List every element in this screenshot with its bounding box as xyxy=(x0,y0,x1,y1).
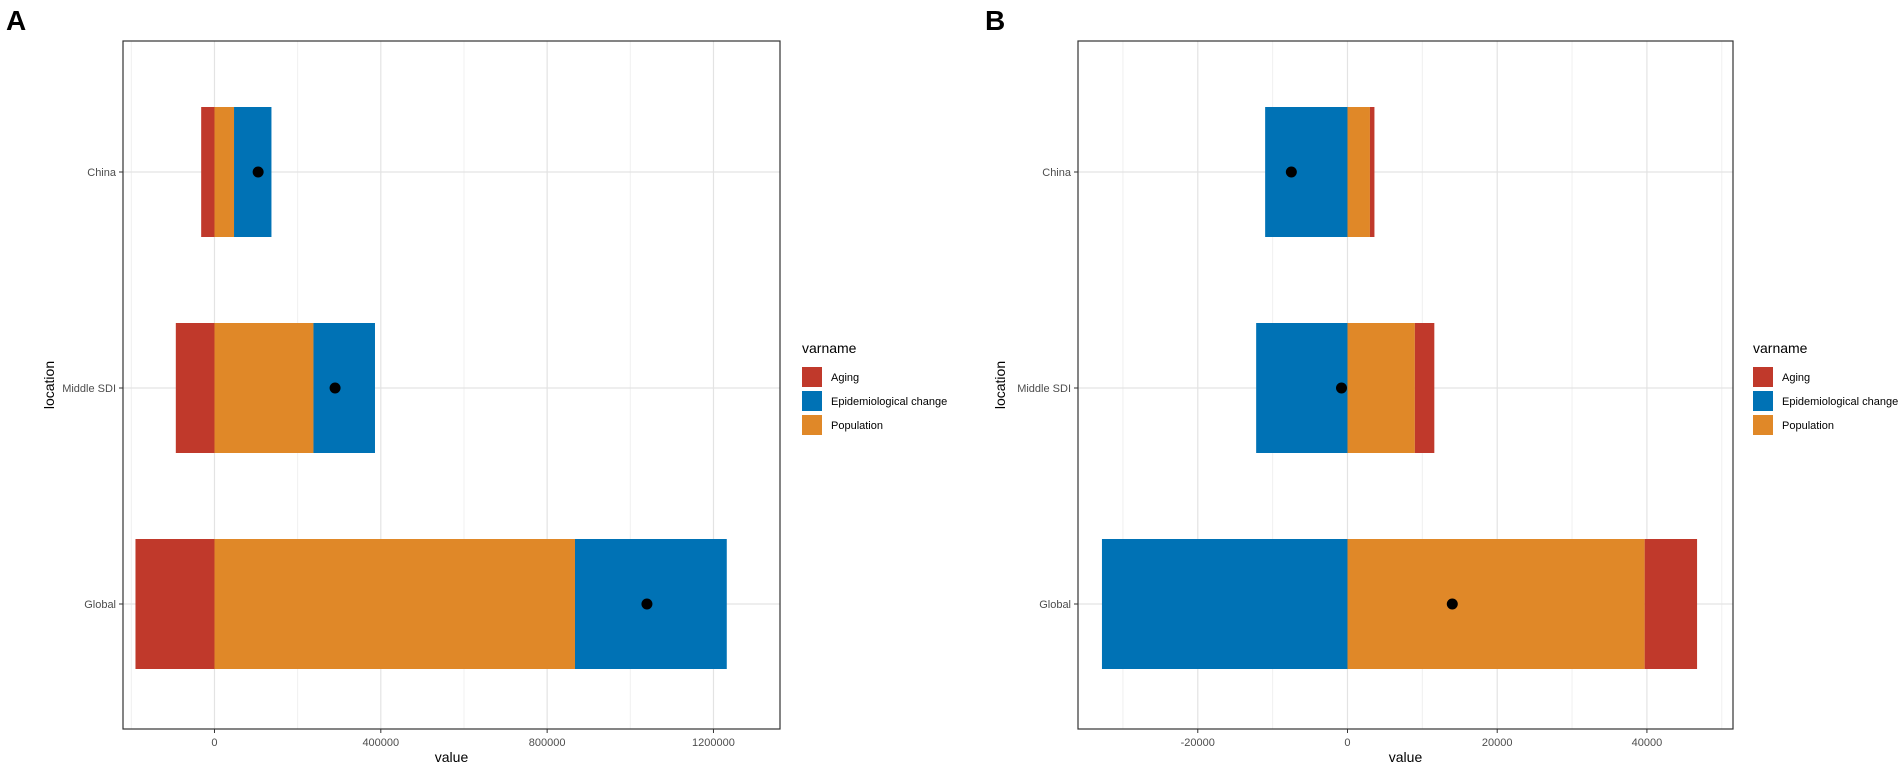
panel-label: B xyxy=(985,5,1005,36)
bar-middle-sdi-epidemiological-change xyxy=(313,323,375,453)
bar-global-aging xyxy=(135,539,215,669)
y-axis: China Middle SDI Global location xyxy=(41,167,123,611)
x-tick-label: -20000 xyxy=(1181,737,1215,749)
legend: varname Aging Epidemiological change Popula… xyxy=(1753,340,1898,435)
bars xyxy=(135,107,727,669)
bar-china-epidemiological-change xyxy=(1265,107,1348,237)
x-tick-label: 20000 xyxy=(1482,737,1513,749)
bar-middle-sdi-aging xyxy=(1414,323,1435,453)
x-axis: -20000 0 20000 40000 value xyxy=(1181,729,1663,765)
legend-title: varname xyxy=(802,340,857,356)
point-middle-sdi xyxy=(329,382,341,394)
point-china xyxy=(1285,166,1297,178)
overall-points xyxy=(1285,166,1458,610)
x-axis-title: value xyxy=(435,749,469,765)
legend-label-aging: Aging xyxy=(831,372,859,384)
x-axis: 0 400000 800000 1200000 value xyxy=(211,729,735,765)
point-china xyxy=(252,166,264,178)
bar-global-population xyxy=(1347,539,1645,669)
plot-border xyxy=(1077,40,1734,730)
bars xyxy=(1101,107,1698,669)
x-axis-title: value xyxy=(1389,749,1423,765)
x-tick-label: 1200000 xyxy=(692,737,735,749)
y-axis: China Middle SDI Global location xyxy=(992,167,1078,611)
x-tick-label: 0 xyxy=(1344,737,1350,749)
legend-label-population: Population xyxy=(1782,420,1834,432)
bar-middle-sdi-population xyxy=(214,323,314,453)
y-tick-label: China xyxy=(87,167,117,179)
legend-swatch-aging xyxy=(802,367,822,387)
legend-label-epidemiological-change: Epidemiological change xyxy=(831,396,947,408)
bar-middle-sdi-population xyxy=(1347,323,1415,453)
bar-china-population xyxy=(1347,107,1370,237)
bar-middle-sdi-aging xyxy=(175,323,215,453)
bar-middle-sdi-epidemiological-change xyxy=(1256,323,1348,453)
x-tick-label: 400000 xyxy=(362,737,399,749)
bar-china-aging xyxy=(1369,107,1375,237)
bar-global-aging xyxy=(1644,539,1698,669)
y-axis-title: location xyxy=(41,361,57,409)
x-tick-label: 40000 xyxy=(1632,737,1663,749)
overall-points xyxy=(252,166,653,610)
legend-label-population: Population xyxy=(831,420,883,432)
point-global xyxy=(1446,598,1458,610)
bar-global-epidemiological-change xyxy=(1101,539,1348,669)
legend-swatch-population xyxy=(1753,415,1773,435)
y-tick-label: China xyxy=(1042,167,1072,179)
y-tick-label: Global xyxy=(84,599,116,611)
legend-label-aging: Aging xyxy=(1782,372,1810,384)
legend-swatch-population xyxy=(802,415,822,435)
panel-label: A xyxy=(6,5,26,36)
legend-swatch-epidemiological-change xyxy=(802,391,822,411)
x-tick-label: 800000 xyxy=(529,737,566,749)
point-global xyxy=(641,598,653,610)
bar-china-aging xyxy=(201,107,215,237)
y-axis-title: location xyxy=(992,361,1008,409)
legend-label-epidemiological-change: Epidemiological change xyxy=(1782,396,1898,408)
legend-swatch-aging xyxy=(1753,367,1773,387)
bar-global-population xyxy=(214,539,575,669)
panel-a: A China Middle SDI Global location 0 400000 800… xyxy=(6,5,947,765)
bar-china-population xyxy=(214,107,235,237)
y-tick-label: Middle SDI xyxy=(1017,383,1071,395)
legend: varname Aging Epidemiological change Popula… xyxy=(802,340,947,435)
point-middle-sdi xyxy=(1335,382,1347,394)
y-tick-label: Middle SDI xyxy=(62,383,116,395)
y-tick-label: Global xyxy=(1039,599,1071,611)
plot-border xyxy=(122,40,781,730)
legend-swatch-epidemiological-change xyxy=(1753,391,1773,411)
legend-title: varname xyxy=(1753,340,1808,356)
panel-b: B China Middle SDI Global location -20000 0 200… xyxy=(985,5,1898,765)
x-tick-label: 0 xyxy=(211,737,217,749)
